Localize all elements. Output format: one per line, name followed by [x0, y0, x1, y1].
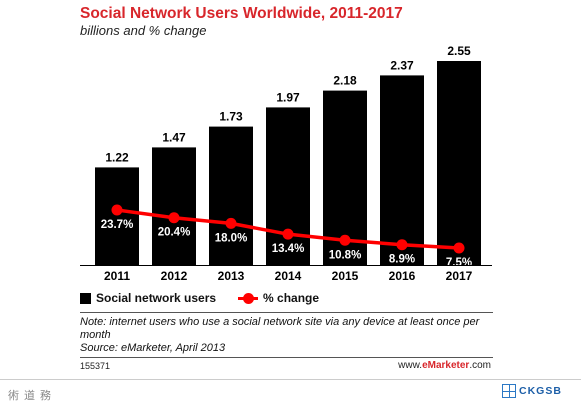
bar-value-label-2015: 2.18	[333, 74, 357, 88]
brand-url: www.eMarketer.com	[371, 360, 491, 371]
legend-bar-label: Social network users	[96, 291, 217, 305]
logo-mark-icon	[502, 384, 516, 398]
change-label-2016: 8.9%	[389, 254, 415, 266]
change-point-2016	[396, 239, 408, 251]
legend-line-label: % change	[263, 291, 320, 305]
brand-suffix: .com	[469, 360, 491, 371]
bar-2013	[209, 126, 253, 265]
brand-prefix: www.	[398, 360, 423, 371]
chart-title: Social Network Users Worldwide, 2011-201…	[80, 5, 403, 22]
change-point-2011	[111, 204, 123, 216]
bar-2012	[152, 147, 196, 265]
brand-name: eMarketer	[422, 360, 470, 371]
legend-line-swatch	[238, 292, 259, 304]
bar-value-label-2012: 1.47	[162, 130, 186, 144]
slide-footer-text: 術道務	[8, 389, 56, 402]
change-label-2013: 18.0%	[215, 232, 248, 244]
note-divider	[80, 312, 493, 313]
footer-divider	[80, 357, 493, 358]
bar-value-label-2011: 1.22	[105, 150, 129, 164]
change-point-2014	[282, 228, 294, 240]
chart-source: Source: eMarketer, April 2013	[80, 342, 226, 354]
chart-note: Note: internet users who use a social ne…	[80, 316, 480, 341]
x-axis: 2011 2012 2013 2014 2015 2016 2017	[80, 265, 492, 283]
ckgsb-logo: CKGSB	[502, 384, 562, 398]
x-tick-label-2011: 2011	[104, 269, 130, 283]
chart-id: 155371	[80, 361, 111, 371]
change-point-2013	[225, 217, 237, 229]
change-point-2017	[453, 242, 465, 254]
logo-text: CKGSB	[519, 385, 562, 397]
bars-layer: 1.22 1.47 1.73 1.97 2.18 2.37 2.55	[95, 44, 481, 266]
x-tick-label-2017: 2017	[446, 269, 473, 283]
x-tick-label-2012: 2012	[161, 269, 188, 283]
bar-2016	[380, 75, 424, 266]
slide-divider	[0, 379, 581, 380]
bar-2011	[95, 167, 139, 265]
change-label-2015: 10.8%	[329, 249, 362, 261]
chart-plot: 1.221.471.731.972.182.372.55 23.7%20.4% 1…	[80, 44, 492, 283]
legend-bar-swatch	[80, 292, 91, 304]
change-label-2011: 23.7%	[101, 219, 134, 231]
bar-value-label-2017: 2.55	[447, 44, 471, 58]
change-label-2017: 7.5%	[446, 257, 472, 269]
x-tick-label-2013: 2013	[218, 269, 245, 283]
bar-2014	[266, 107, 310, 266]
change-point-2012	[168, 212, 180, 224]
bar-2017	[437, 61, 481, 265]
x-tick-label-2015: 2015	[332, 269, 359, 283]
x-tick-label-2014: 2014	[275, 269, 302, 283]
change-label-2014: 13.4%	[272, 243, 305, 255]
bar-value-label-2016: 2.37	[390, 58, 414, 72]
x-tick-label-2016: 2016	[389, 269, 416, 283]
change-point-2015	[339, 234, 351, 246]
bar-value-label-2013: 1.73	[219, 110, 243, 124]
legend: Social network users % change	[80, 290, 319, 306]
bar-value-label-2014: 1.97	[276, 90, 300, 104]
change-label-2012: 20.4%	[158, 227, 191, 239]
chart-subtitle: billions and % change	[80, 23, 207, 38]
